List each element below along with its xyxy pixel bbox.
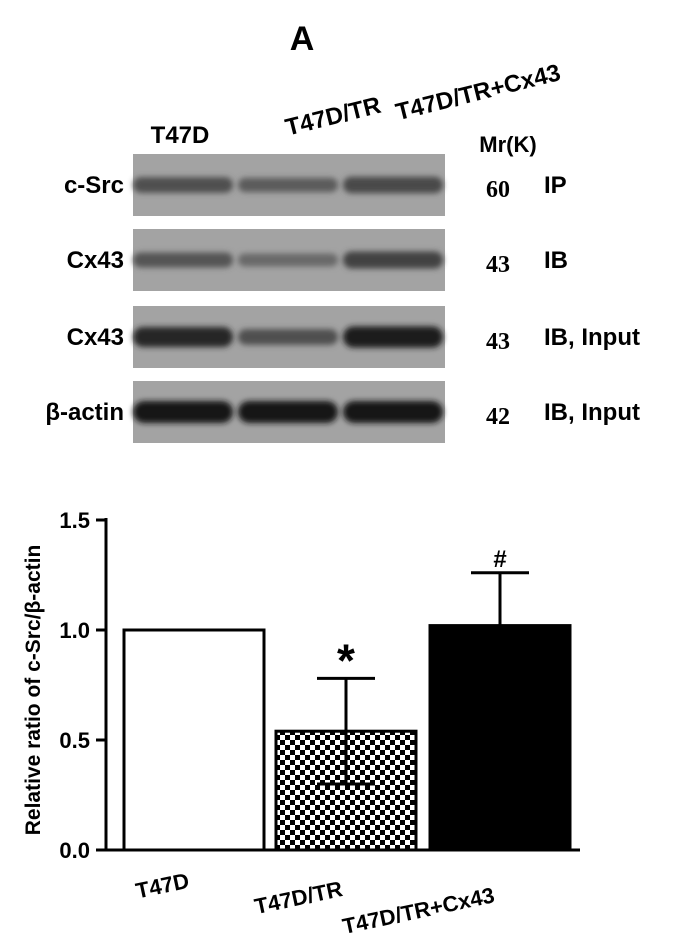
blot-band [238,177,338,193]
blot-row: β-actin 42 IB, Input [45,381,640,443]
blot-band [343,176,443,194]
y-tick-label: 0.5 [59,728,90,753]
x-tick-label: T47D/TR [252,876,345,919]
significance-marker: # [493,546,506,573]
bar [122,628,266,852]
blot-band [238,329,338,345]
blot-band [343,326,443,348]
blot-row: c-Src 60 IP [64,154,567,216]
significance-marker: * [337,634,355,686]
blot-band [133,252,233,268]
blot-row-label: β-actin [45,399,124,426]
blot-band [343,251,443,269]
blot-band [133,401,233,423]
blot-mr-value: 42 [486,404,510,430]
blot-mr-value: 60 [486,177,510,203]
y-tick-label: 1.0 [59,618,90,643]
blot-row-label: c-Src [64,172,124,199]
blot-band [343,401,443,423]
blot-band [238,253,338,267]
blot-row: Cx43 43 IB, Input [67,306,640,368]
blot-row-label: Cx43 [67,247,124,274]
lane-header-1: T47D [151,122,210,149]
panel-label: A [290,20,315,58]
blot-row-note: IB, Input [544,399,640,426]
blot-row: Cx43 43 IB [67,229,568,291]
lane-header-2: T47D/TR [283,92,384,142]
x-tick-label: T47D [134,868,192,904]
blot-row-note: IB, Input [544,324,640,351]
x-tick-label: T47D/TR+Cx43 [340,882,497,939]
blot-row-label: Cx43 [67,324,124,351]
y-tick-label: 1.5 [59,508,90,533]
blot-row-note: IP [544,172,567,199]
y-tick-label: 0.0 [59,838,90,863]
blot-row-note: IB [544,247,568,274]
y-axis-label: Relative ratio of c-Src/β-actin [22,545,45,836]
bar-chart: Relative ratio of c-Src/β-actin 0.0 0.5 1.… [22,508,580,939]
mr-header: Mr(K) [479,132,536,157]
lane-header-3: T47D/TR+Cx43 [393,59,563,126]
blot-mr-value: 43 [486,252,510,278]
western-blot: c-Src 60 IP Cx43 43 IB Cx43 43 IB, Input β-actin 4… [45,154,640,443]
blot-band [133,327,233,347]
blot-band [133,177,233,193]
blot-mr-value: 43 [486,329,510,355]
blot-band [238,401,338,423]
